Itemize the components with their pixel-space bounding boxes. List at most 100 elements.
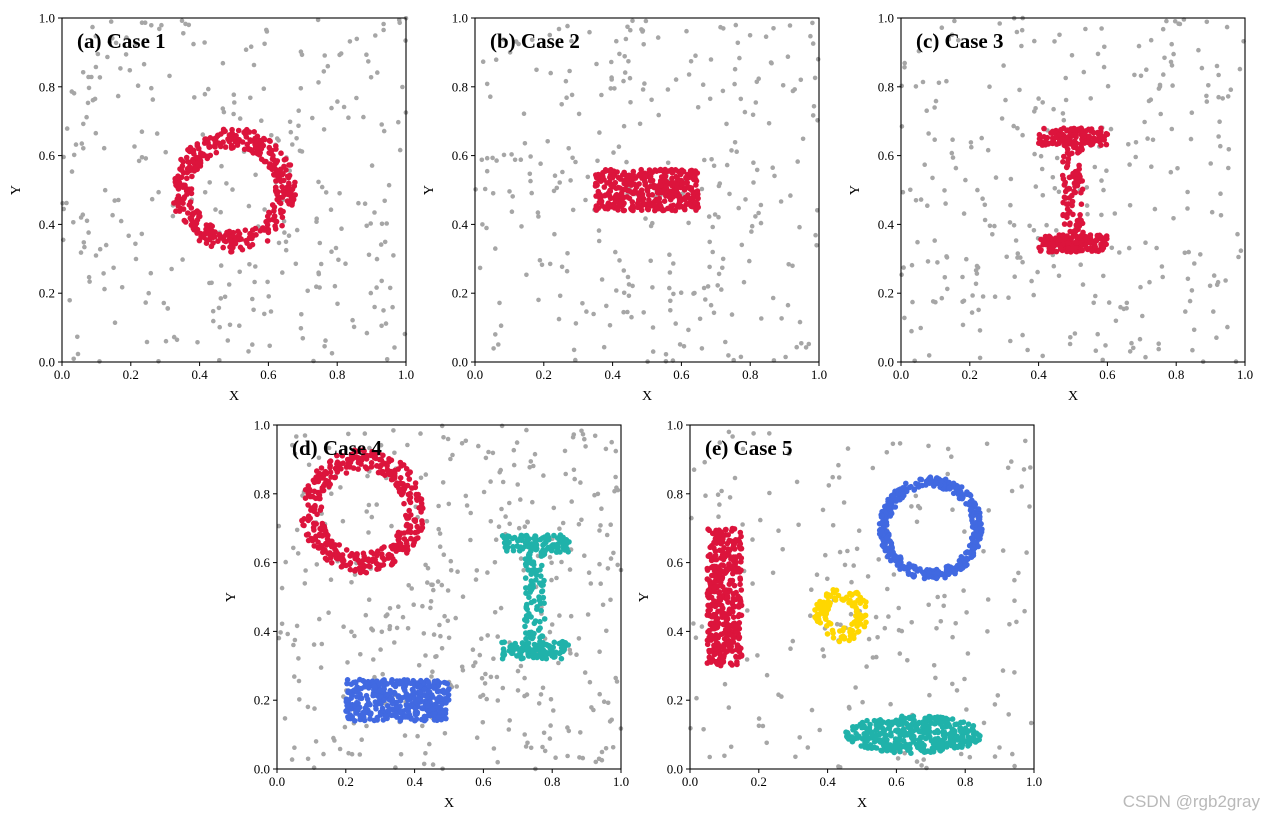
data-point	[613, 448, 619, 454]
data-point	[524, 641, 531, 647]
data-point	[606, 203, 612, 209]
data-point	[473, 577, 479, 582]
data-point	[609, 77, 614, 82]
data-point	[747, 258, 752, 264]
data-point	[614, 38, 619, 44]
data-point	[1177, 21, 1183, 27]
data-point	[401, 500, 407, 507]
data-point	[253, 172, 258, 178]
data-point	[340, 518, 346, 524]
data-point	[932, 105, 937, 110]
data-point	[97, 246, 103, 252]
panel-4: 0.0 0.2 0.4 0.6 0.8 1.00.00.20.40.60.81.0XY(d…	[224, 418, 629, 812]
data-point	[429, 674, 434, 679]
data-point	[362, 431, 368, 436]
y-tick-label: 0.4	[254, 624, 271, 639]
data-point	[759, 316, 764, 321]
data-point	[751, 431, 756, 436]
data-point	[1063, 75, 1068, 81]
data-point	[283, 239, 289, 245]
data-point	[953, 621, 958, 626]
data-point	[607, 195, 614, 202]
data-point	[312, 706, 317, 711]
data-point	[373, 33, 378, 38]
data-point	[799, 341, 804, 346]
data-point	[845, 548, 850, 554]
data-point	[64, 200, 69, 206]
data-point	[708, 302, 714, 308]
data-point	[952, 18, 957, 24]
data-point	[595, 158, 600, 164]
data-point	[397, 475, 404, 481]
data-point	[902, 60, 907, 66]
data-point	[918, 325, 923, 331]
data-point	[876, 531, 883, 537]
data-point	[1237, 66, 1243, 72]
x-tick-label: 0.0	[467, 367, 483, 382]
data-point	[323, 338, 328, 343]
data-point	[188, 205, 195, 211]
data-point	[507, 644, 513, 650]
data-point	[231, 111, 236, 117]
data-point	[597, 195, 603, 202]
data-point	[81, 240, 87, 245]
data-point	[685, 174, 692, 181]
data-point	[1091, 135, 1097, 141]
data-point	[202, 190, 208, 195]
data-point	[884, 450, 890, 455]
data-point	[219, 163, 224, 169]
data-point	[218, 296, 224, 301]
data-point	[1056, 273, 1062, 279]
data-point	[1078, 262, 1083, 268]
x-axis-label: X	[444, 796, 454, 811]
data-point	[150, 97, 156, 102]
data-point	[723, 339, 728, 345]
data-point	[892, 504, 899, 510]
data-point	[353, 552, 360, 559]
data-point	[418, 677, 424, 684]
data-point	[374, 502, 380, 507]
data-point	[547, 32, 553, 38]
data-point	[663, 359, 669, 364]
data-point	[982, 202, 988, 208]
data-point	[460, 594, 466, 599]
data-point	[634, 204, 641, 211]
data-point	[960, 299, 965, 305]
data-point	[617, 51, 622, 57]
data-point	[734, 149, 739, 154]
data-point	[766, 121, 772, 126]
x-tick-label: 0.4	[191, 367, 208, 382]
data-point	[436, 694, 443, 700]
data-point	[376, 565, 382, 572]
data-point	[666, 180, 672, 187]
data-point	[1024, 550, 1029, 555]
data-point	[431, 684, 438, 690]
data-point	[116, 197, 121, 203]
data-point	[624, 159, 629, 165]
data-point	[1061, 117, 1067, 123]
data-point	[232, 240, 239, 247]
data-point	[541, 616, 548, 622]
data-point	[1099, 26, 1104, 31]
data-point	[438, 633, 443, 639]
data-point	[965, 651, 971, 656]
data-point	[380, 562, 387, 568]
data-point	[855, 629, 861, 635]
data-point	[1127, 203, 1133, 208]
data-point	[743, 197, 748, 202]
data-point	[423, 472, 429, 477]
data-point	[379, 705, 386, 712]
data-point	[742, 109, 748, 115]
data-point	[525, 519, 530, 525]
data-point	[262, 41, 267, 47]
data-point	[842, 562, 848, 568]
data-point	[779, 694, 784, 699]
data-point	[538, 553, 545, 559]
data-point	[265, 279, 270, 285]
data-point	[623, 36, 629, 42]
data-point	[556, 26, 562, 32]
data-point	[926, 443, 931, 449]
data-point	[960, 274, 965, 280]
data-point	[1127, 349, 1133, 354]
data-point	[363, 612, 369, 618]
